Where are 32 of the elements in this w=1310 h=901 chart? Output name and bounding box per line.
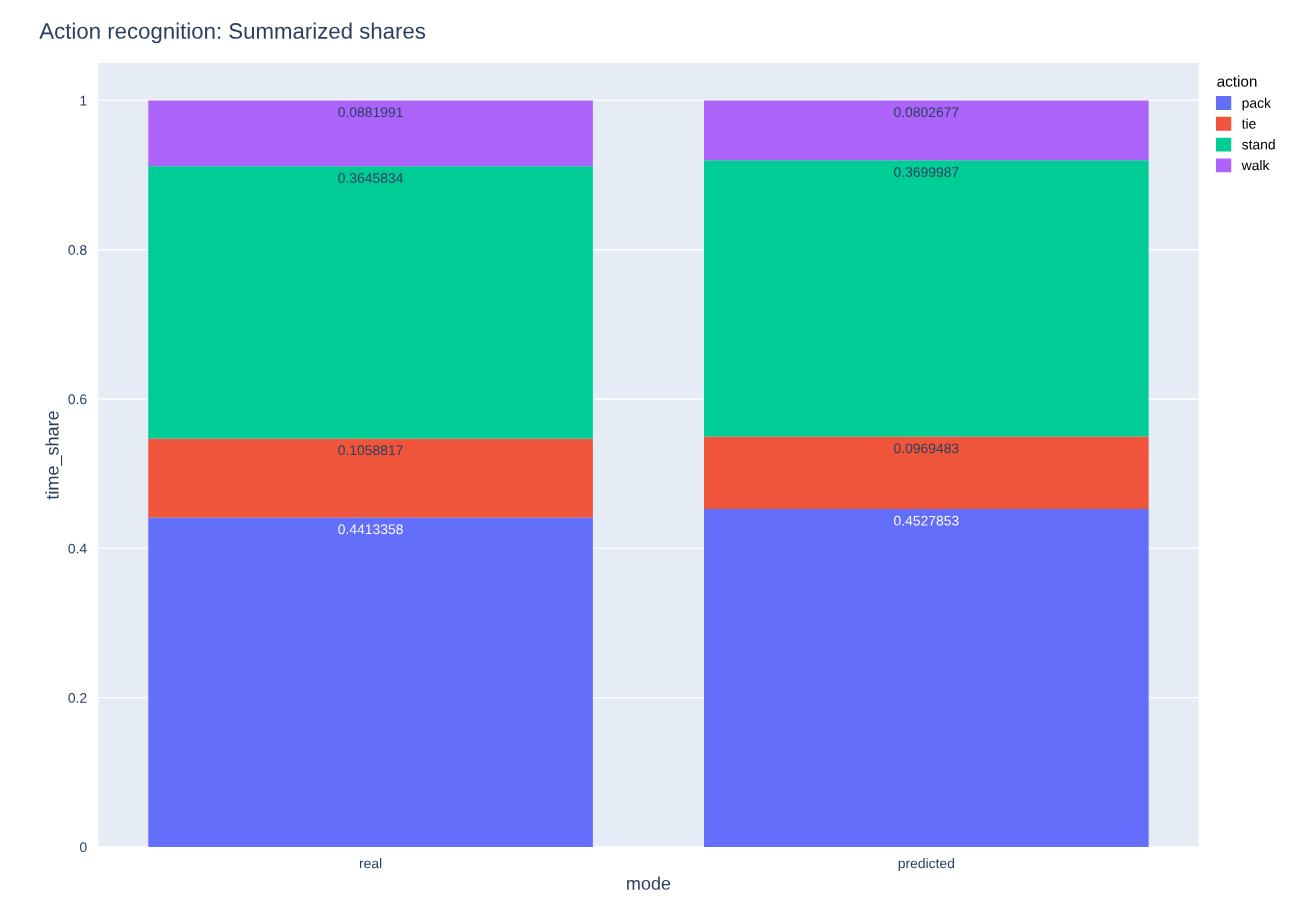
bar: [704, 508, 1149, 847]
y-tick-label: 0.4: [68, 543, 87, 554]
bar: [704, 100, 1149, 161]
legend-title: action: [1217, 75, 1257, 87]
y-tick-label: 0.2: [68, 692, 87, 703]
chart-title: Action recognition: Summarized shares: [39, 22, 426, 44]
y-tick-label: 0.6: [68, 394, 87, 405]
data-label: 0.4527853: [894, 515, 959, 526]
legend-label: walk: [1241, 160, 1270, 171]
bar: [148, 438, 593, 518]
data-label: 0.0802677: [894, 107, 959, 118]
data-label: 0.3699987: [894, 167, 959, 178]
x-axis-title: mode: [627, 876, 671, 890]
x-tick-label: predicted: [898, 858, 954, 871]
data-label: 0.0969483: [894, 443, 959, 454]
y-tick-label: 1: [80, 95, 87, 106]
data-label: 0.3645834: [338, 173, 403, 183]
bar: [704, 436, 1149, 509]
legend-label: tie: [1241, 118, 1256, 129]
legend-label: pack: [1242, 97, 1272, 111]
y-axis-title: time_share: [45, 411, 63, 500]
y-tick-label: 0: [79, 842, 87, 853]
data-label: 0.1058817: [338, 445, 403, 456]
legend-label: stand: [1242, 139, 1275, 150]
bar: [704, 160, 1149, 437]
bar: [148, 517, 593, 847]
y-tick-label: 0.8: [68, 245, 87, 255]
bar: [148, 100, 593, 167]
data-label: 0.4413358: [338, 524, 403, 535]
bar: [148, 166, 593, 439]
x-tick-label: real: [359, 858, 382, 869]
data-label: 0.0881991: [338, 107, 403, 118]
